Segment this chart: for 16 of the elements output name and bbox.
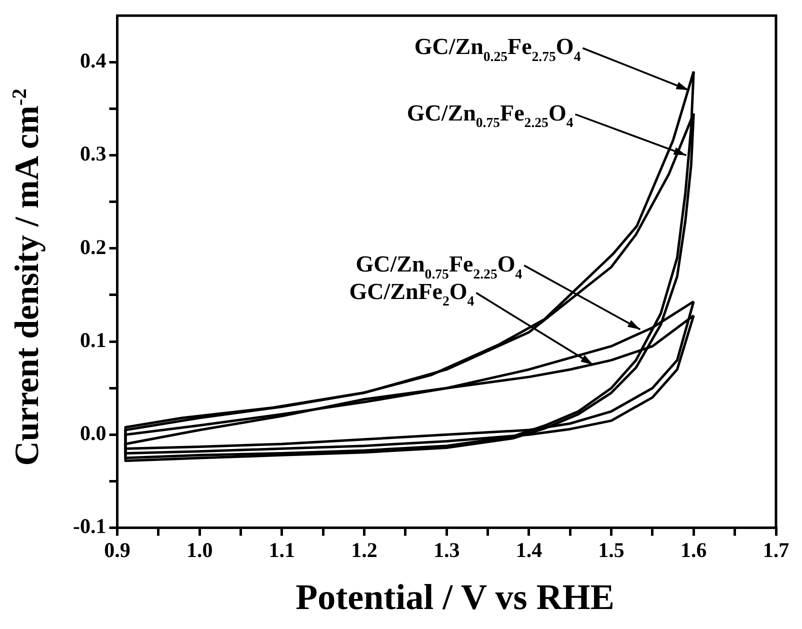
x-tick-label: 0.9 xyxy=(104,538,130,562)
y-tick-label: 0.3 xyxy=(80,142,106,166)
x-tick-label: 1.4 xyxy=(516,538,543,562)
x-tick-label: 1.2 xyxy=(351,538,378,562)
x-tick-label: 1.6 xyxy=(680,538,707,562)
x-axis-title: Potential / V vs RHE xyxy=(294,576,616,618)
x-tick-label: 1.7 xyxy=(762,538,790,562)
text: 1.0 xyxy=(186,538,213,562)
y-tick-label: -0.1 xyxy=(72,514,106,538)
y-tick-label: 0.4 xyxy=(80,48,107,73)
x-tick-label: 1.5 xyxy=(598,538,624,562)
x-tick-label: 1.1 xyxy=(268,538,296,562)
y-tick-label: 0.2 xyxy=(80,234,106,259)
y-tick-label: 0.0 xyxy=(80,421,106,446)
x-tick-label: 1.3 xyxy=(433,538,460,562)
y-tick-label: 0.1 xyxy=(80,328,106,352)
